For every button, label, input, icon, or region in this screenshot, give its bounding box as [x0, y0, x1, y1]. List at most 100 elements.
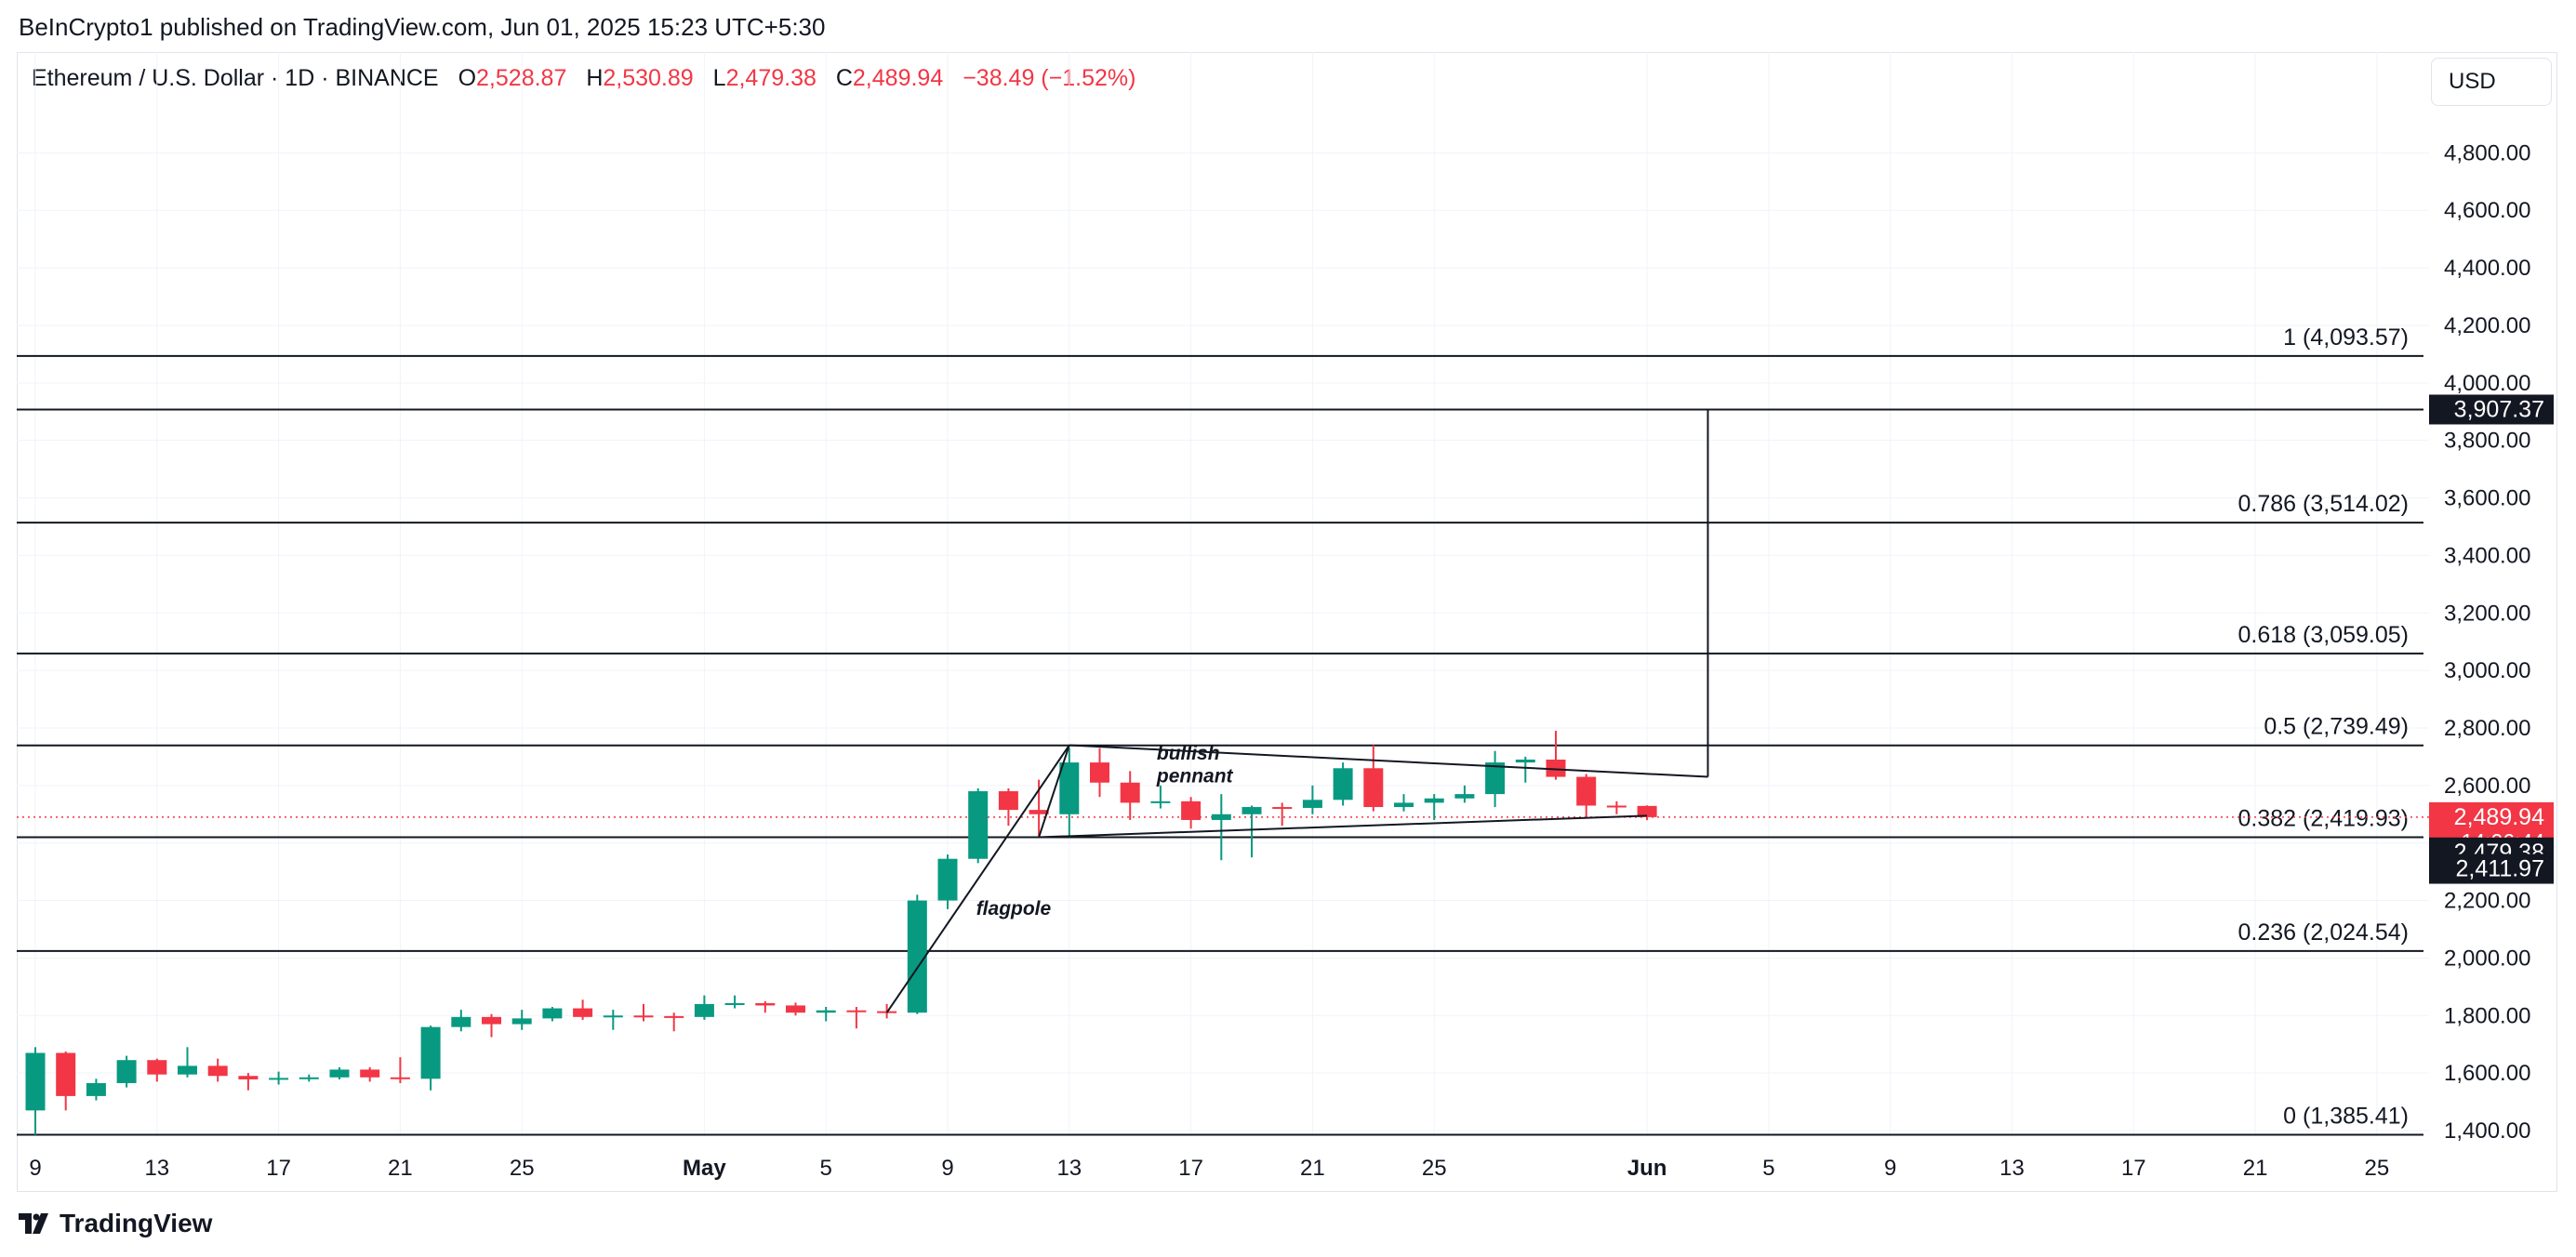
fib-level-label: 0.5 (2,739.49)	[2264, 714, 2409, 740]
close-value: 2,489.94	[852, 65, 944, 91]
candle-body	[968, 791, 989, 859]
candle-body	[1029, 810, 1049, 814]
candle-body	[56, 1052, 76, 1096]
candle	[207, 1058, 228, 1082]
candle	[269, 1071, 289, 1085]
y-tick-label: 3,800.00	[2444, 429, 2530, 454]
fib-level-label: 0.618 (3,059.05)	[2238, 622, 2409, 648]
y-tick-label: 1,400.00	[2444, 1118, 2530, 1144]
candle	[390, 1057, 410, 1083]
grid-lines	[17, 52, 2429, 1136]
candle	[420, 1025, 441, 1091]
y-tick-label: 4,600.00	[2444, 198, 2530, 223]
y-tick-label: 2,000.00	[2444, 946, 2530, 971]
fib-level-label: 0 (1,385.41)	[2283, 1104, 2409, 1130]
open-label: O	[458, 65, 477, 91]
candle-body	[147, 1060, 167, 1075]
candle-body	[86, 1082, 106, 1096]
open-value: 2,528.87	[476, 65, 567, 91]
pennant-lower-line	[1039, 814, 1648, 839]
x-tick-label: 25	[510, 1156, 535, 1181]
candle	[1090, 748, 1109, 798]
pennant-label-line2: pennant	[1156, 766, 1234, 787]
pennant-label-line1: bullish	[1157, 743, 1220, 764]
candle-body	[846, 1010, 867, 1012]
x-tick-label: 13	[144, 1156, 169, 1181]
x-tick-label: 9	[941, 1156, 953, 1181]
candle	[238, 1073, 259, 1091]
candle	[1150, 785, 1171, 809]
footer-brand[interactable]: TradingView	[60, 1209, 213, 1237]
candle-body	[1059, 762, 1080, 814]
price-badge-bg	[2429, 394, 2554, 425]
candle-body	[1363, 768, 1384, 808]
candle-body	[1211, 814, 1231, 820]
candle	[937, 854, 958, 909]
candle-body	[1302, 800, 1322, 808]
candle-body	[1150, 801, 1171, 803]
y-tick-label: 4,200.00	[2444, 313, 2530, 338]
candle-body	[694, 1003, 714, 1017]
candle	[116, 1055, 137, 1088]
candle-body	[573, 1008, 593, 1017]
flagpole-label: flagpole	[976, 898, 1052, 920]
y-tick-label: 3,000.00	[2444, 658, 2530, 683]
candle-body	[178, 1065, 197, 1075]
price-badges: 3,907.372,489.9414:06:442,479.382,411.97	[2429, 394, 2554, 884]
fib-level-label: 0.382 (2,419.93)	[2238, 806, 2409, 832]
candle	[724, 995, 745, 1009]
candle	[573, 999, 593, 1020]
symbol-title[interactable]: Ethereum / U.S. Dollar · 1D · BINANCE	[32, 65, 439, 91]
candle-body	[633, 1015, 654, 1018]
candle-body	[1454, 794, 1475, 799]
candle	[482, 1013, 501, 1038]
candle-body	[1637, 805, 1657, 817]
candle	[998, 787, 1018, 827]
y-tick-label: 2,200.00	[2444, 889, 2530, 914]
close-label: C	[835, 65, 853, 91]
pennant-upper-line	[1069, 744, 1708, 778]
candle-body	[451, 1016, 471, 1027]
candle-body	[299, 1077, 319, 1079]
x-tick-label: 9	[1884, 1156, 1896, 1181]
candle	[147, 1058, 167, 1082]
candle	[178, 1047, 197, 1078]
candle-body	[816, 1010, 836, 1013]
candle	[1272, 802, 1293, 827]
candle	[633, 1003, 654, 1022]
candle	[511, 1010, 532, 1030]
candle-body	[1120, 782, 1140, 803]
candle	[56, 1051, 76, 1111]
low-value: 2,479.38	[725, 65, 817, 91]
x-tick-label: 21	[388, 1156, 413, 1181]
candle-body	[511, 1018, 532, 1025]
candle	[907, 894, 927, 1014]
y-tick-label: 3,400.00	[2444, 543, 2530, 568]
candle	[1637, 805, 1657, 821]
x-tick-label: 13	[1999, 1156, 2025, 1181]
low-label: L	[712, 65, 726, 91]
candle	[1120, 771, 1140, 820]
flagpole-line	[885, 744, 1070, 1013]
price-badge: 3,907.37	[2429, 394, 2554, 425]
candle-body	[420, 1026, 441, 1079]
price-change: −38.49 (−1.52%)	[963, 65, 1136, 91]
candle	[360, 1066, 380, 1082]
candle-body	[238, 1076, 259, 1079]
price-badge-label: 3,907.37	[2454, 396, 2544, 422]
x-tick-label: 25	[2365, 1156, 2390, 1181]
candle	[1059, 748, 1080, 838]
candle-body	[1576, 776, 1597, 806]
candle-body	[329, 1069, 350, 1078]
candle	[816, 1007, 836, 1022]
candle-body	[755, 1002, 776, 1006]
symbol-legend: Ethereum / U.S. Dollar · 1D · BINANCE O2…	[32, 65, 1135, 92]
candle-body	[724, 1002, 745, 1005]
candle-body	[207, 1065, 228, 1077]
candle	[542, 1007, 563, 1022]
candle	[1333, 762, 1353, 806]
currency-button[interactable]: USD	[2431, 58, 2552, 106]
candle	[1515, 756, 1535, 783]
